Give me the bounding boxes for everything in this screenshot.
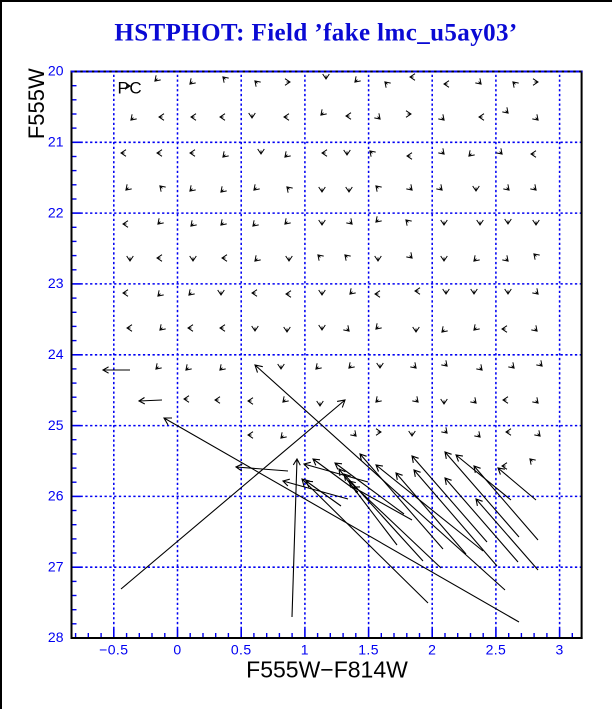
svg-text:26: 26 xyxy=(48,488,64,504)
svg-text:23: 23 xyxy=(48,275,64,291)
svg-text:27: 27 xyxy=(48,558,64,574)
svg-text:F555W: F555W xyxy=(24,68,49,139)
svg-text:HSTPHOT: Field ’fake lmc_u5ay0: HSTPHOT: Field ’fake lmc_u5ay03’ xyxy=(114,20,517,47)
svg-text:20: 20 xyxy=(48,63,64,79)
svg-text:2.5: 2.5 xyxy=(486,642,507,658)
svg-text:22: 22 xyxy=(48,204,64,220)
svg-text:0.5: 0.5 xyxy=(231,642,252,658)
svg-text:PC: PC xyxy=(118,79,143,98)
svg-text:24: 24 xyxy=(48,346,64,362)
svg-text:1.5: 1.5 xyxy=(358,642,379,658)
svg-text:3: 3 xyxy=(556,642,564,658)
svg-text:2: 2 xyxy=(428,642,436,658)
svg-text:−0.5: −0.5 xyxy=(99,642,128,658)
svg-text:1: 1 xyxy=(301,642,309,658)
svg-text:28: 28 xyxy=(48,629,64,645)
svg-text:F555W−F814W: F555W−F814W xyxy=(246,657,408,683)
svg-text:0: 0 xyxy=(173,642,181,658)
svg-text:25: 25 xyxy=(48,417,64,433)
svg-text:21: 21 xyxy=(48,134,64,150)
